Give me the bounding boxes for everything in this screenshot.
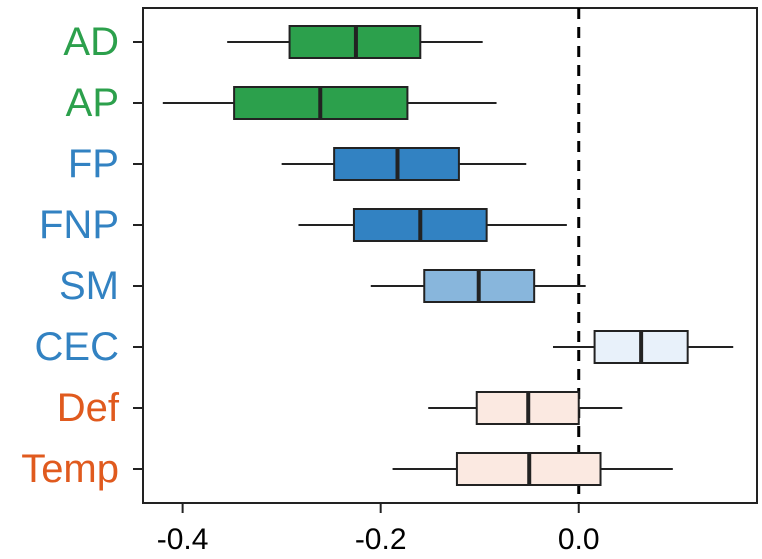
box-fnp xyxy=(133,208,567,242)
box-def xyxy=(133,391,623,425)
y-label-ap: AP xyxy=(66,81,119,125)
y-label-cec: CEC xyxy=(35,325,119,369)
y-label-ad: AD xyxy=(63,20,119,64)
x-tick-label: -0.2 xyxy=(355,523,407,556)
y-label-fp: FP xyxy=(68,142,119,186)
plot-frame xyxy=(142,7,758,504)
y-axis-labels: AD AP FP FNP SM CEC Def Temp xyxy=(21,20,120,491)
x-axis: -0.4 -0.2 0.0 xyxy=(157,503,600,556)
x-tick-label: 0.0 xyxy=(558,523,600,556)
y-label-fnp: FNP xyxy=(39,203,119,247)
box-fp xyxy=(133,147,527,181)
box-ad xyxy=(133,25,483,59)
boxes xyxy=(133,25,734,486)
box-ap xyxy=(133,86,497,120)
y-label-sm: SM xyxy=(59,264,119,308)
x-tick-label: -0.4 xyxy=(157,523,209,556)
box-sm xyxy=(133,269,586,303)
box-temp xyxy=(133,452,673,486)
box-cec xyxy=(133,330,734,364)
y-label-def: Def xyxy=(57,386,120,430)
plot-area xyxy=(142,7,758,504)
y-label-temp: Temp xyxy=(21,447,119,491)
